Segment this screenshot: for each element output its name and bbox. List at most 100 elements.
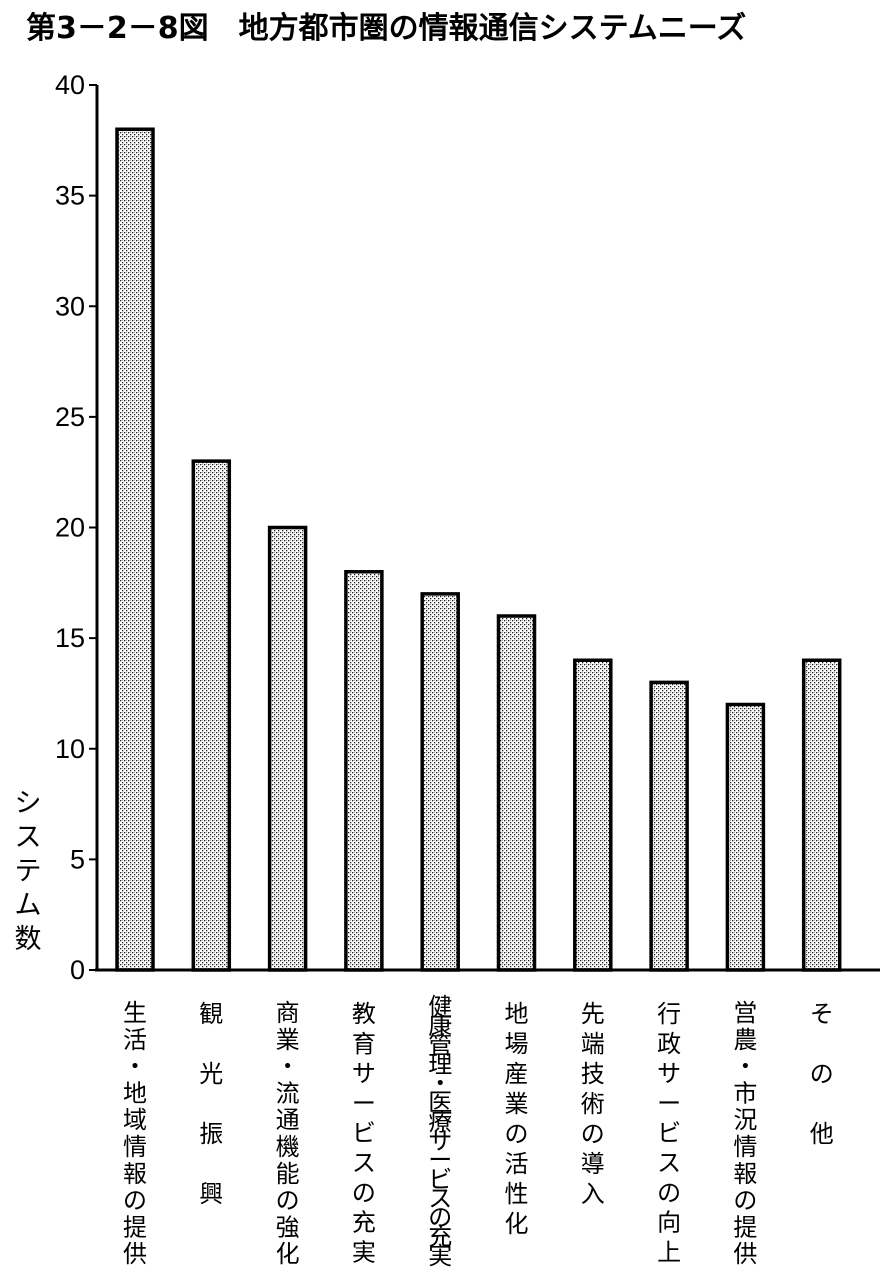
category-label-char: ビ — [352, 1119, 376, 1147]
category-label-char: 況 — [733, 1106, 757, 1134]
category-label-char: ・ — [733, 1053, 757, 1081]
category-label-char: 教 — [352, 1000, 376, 1028]
category-label-char: 技 — [581, 1060, 605, 1088]
category-label-char: 報 — [123, 1160, 147, 1188]
category-label-char: 向 — [657, 1209, 681, 1237]
category-label-char: の — [276, 1187, 300, 1215]
category-label-char: ビ — [657, 1119, 681, 1147]
category-label-char: 育 — [352, 1030, 376, 1058]
category-label-char: 術 — [581, 1090, 605, 1118]
bar — [801, 658, 842, 972]
category-label-char: 強 — [276, 1213, 300, 1241]
category-label-char: 化 — [505, 1210, 529, 1238]
bar — [115, 127, 155, 972]
y-axis-label-char: ム — [15, 890, 42, 921]
category-label-char: そ — [810, 1000, 834, 1028]
category-label-char: 振 — [199, 1120, 223, 1148]
category-label-char: サ — [657, 1060, 681, 1088]
category-label-char: サ — [352, 1060, 376, 1088]
category-label-char: 充 — [428, 1223, 452, 1251]
bar — [573, 658, 613, 972]
bar — [267, 525, 308, 972]
y-tick-label: 0 — [70, 955, 85, 985]
category-label-char: 管 — [428, 1031, 452, 1059]
y-tick-label: 15 — [55, 623, 85, 653]
category-label-char: ス — [428, 1184, 452, 1212]
category-label-char: 業 — [505, 1090, 529, 1118]
category-label-char: 場 — [505, 1030, 529, 1058]
category-label-char: 生 — [123, 999, 147, 1027]
category-label-char: の — [657, 1179, 681, 1207]
bar — [496, 614, 537, 972]
category-label-char: 活 — [123, 1026, 147, 1054]
category-label: その他 — [810, 1000, 834, 1148]
y-tick-label: 5 — [70, 844, 85, 874]
category-label-char: 充 — [352, 1209, 376, 1237]
category-label-char: の — [428, 1204, 452, 1232]
category-label-char: 政 — [657, 1030, 681, 1058]
category-label-char: 観 — [199, 1000, 223, 1028]
category-label-char: 提 — [123, 1213, 147, 1241]
category-label-char: の — [810, 1060, 834, 1088]
category-label-char: 流 — [276, 1079, 300, 1107]
category-label-char: 通 — [276, 1106, 300, 1134]
category-label-char: 理 — [428, 1050, 452, 1078]
y-tick-label: 35 — [55, 181, 85, 211]
category-label-char: 他 — [810, 1120, 834, 1148]
category-label-char: 実 — [428, 1242, 452, 1270]
y-axis-label-char: 数 — [15, 924, 42, 955]
category-label-char: 活 — [505, 1150, 529, 1178]
category-label-char: の — [352, 1179, 376, 1207]
category-label-char: 健 — [428, 993, 452, 1021]
category-label-char: 能 — [276, 1160, 300, 1188]
category-label-char: 康 — [428, 1012, 452, 1040]
category-label-char: 性 — [505, 1180, 529, 1208]
category-label-char: 情 — [123, 1133, 147, 1161]
y-tick-label: 25 — [55, 402, 85, 432]
category-label-char: 供 — [123, 1240, 147, 1268]
category-label-char: 化 — [276, 1240, 300, 1268]
category-label-char: ・ — [123, 1053, 147, 1081]
category-label-char: 域 — [123, 1106, 147, 1134]
bar — [725, 702, 766, 972]
category-label-char: 提 — [733, 1213, 757, 1241]
category-label-char: ビ — [428, 1165, 452, 1193]
bar — [649, 680, 689, 972]
category-label-char: 商 — [276, 999, 300, 1027]
bars-group — [115, 127, 842, 972]
y-tick-label: 10 — [55, 734, 85, 764]
y-axis-ticks: 0 5 10 15 20 25 30 35 40 — [55, 70, 97, 985]
category-label-char: ー — [428, 1146, 452, 1174]
y-tick-label: 40 — [55, 70, 85, 100]
category-label-char: ス — [352, 1149, 376, 1177]
category-label-char: の — [123, 1187, 147, 1215]
category-label-char: サ — [428, 1127, 452, 1155]
category-label-char: 上 — [657, 1238, 681, 1266]
category-label-char: ー — [657, 1089, 681, 1117]
bar — [191, 459, 232, 972]
y-axis-label-char: テ — [15, 856, 42, 887]
category-label-char: ー — [352, 1089, 376, 1117]
category-label-char: 医 — [428, 1089, 452, 1117]
category-label-char: ス — [657, 1149, 681, 1177]
category-label-char: 地 — [505, 1000, 529, 1028]
category-label-char: 端 — [581, 1030, 605, 1058]
y-tick-label: 20 — [55, 513, 85, 543]
y-tick-label: 30 — [55, 291, 85, 321]
bar — [344, 570, 384, 972]
category-label-char: の — [581, 1120, 605, 1148]
category-label-char: 導 — [581, 1150, 605, 1178]
category-label-char: ・ — [428, 1070, 452, 1098]
category-label-char: 興 — [199, 1180, 223, 1208]
category-label-char: 地 — [123, 1079, 147, 1107]
category-label-char: 業 — [276, 1026, 300, 1054]
